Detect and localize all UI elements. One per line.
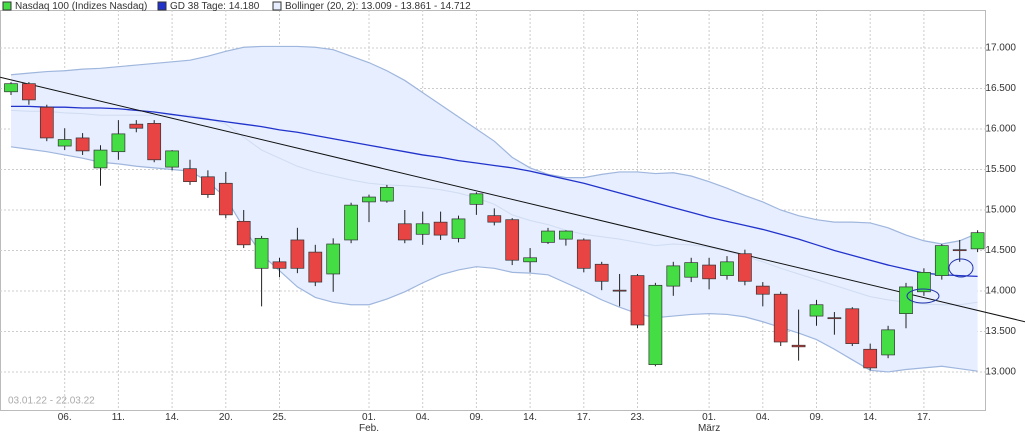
- candle-body: [380, 186, 394, 202]
- candle-body: [559, 230, 573, 240]
- candle-body: [326, 243, 341, 275]
- candle-body: [863, 348, 878, 369]
- x-tick-label: 20.: [218, 412, 233, 423]
- candle-body: [93, 149, 108, 169]
- x-tick-label: 06.: [57, 412, 72, 423]
- candle-body: [236, 220, 251, 246]
- candle-body: [612, 289, 627, 292]
- y-tick-label: 15.500: [985, 164, 1016, 175]
- candle-body: [165, 150, 179, 168]
- x-tick-label: 04.: [415, 412, 430, 423]
- candle-body: [487, 215, 502, 223]
- candle-body: [201, 176, 215, 195]
- bollinger-middle: [10, 109, 978, 306]
- y-tick-label: 17.000: [985, 43, 1016, 54]
- x-tick-label: 17.: [576, 412, 591, 423]
- bollinger-upper: [10, 45, 978, 245]
- x-tick-label: 25.: [272, 412, 287, 423]
- candle-body: [576, 239, 591, 269]
- candle-body: [845, 308, 860, 344]
- candle-body: [57, 139, 72, 147]
- candle-body: [505, 219, 520, 261]
- candle-body: [934, 245, 949, 276]
- candle-body: [881, 329, 895, 356]
- candle-body: [4, 83, 18, 93]
- x-tick-label: 09.: [809, 412, 824, 423]
- legend-swatch: [157, 1, 167, 11]
- candle-body: [344, 204, 358, 241]
- candle-body: [917, 271, 931, 293]
- candle-body: [39, 106, 54, 139]
- x-tick-label: 01. Feb.: [358, 412, 379, 434]
- y-tick-label: 14.500: [985, 245, 1016, 256]
- candle-body: [308, 251, 323, 283]
- y-tick-label: 13.500: [985, 326, 1016, 337]
- x-tick-label: 04.: [755, 412, 770, 423]
- candle-body: [254, 237, 269, 269]
- candle-body: [75, 137, 90, 152]
- moving-average: [11, 105, 978, 278]
- candle-body: [541, 230, 555, 243]
- x-tick-label: 23.: [630, 412, 645, 423]
- candle-body: [433, 221, 448, 236]
- candle-body: [594, 263, 609, 282]
- candle-body: [147, 123, 162, 161]
- candle-body: [290, 239, 305, 269]
- candle-body: [397, 223, 412, 241]
- x-tick-label: 14.: [863, 412, 878, 423]
- x-tick-label: 17.: [916, 412, 931, 423]
- candle-body: [183, 168, 197, 183]
- legend-swatch: [272, 1, 282, 11]
- candle-body: [684, 262, 699, 278]
- candle-body: [755, 285, 770, 295]
- candle-body: [648, 284, 663, 366]
- x-tick-label: 09.: [469, 412, 484, 423]
- candle-body: [272, 261, 287, 269]
- x-tick-label: 14.: [523, 412, 538, 423]
- legend-label: GD 38 Tage: 14.180: [170, 1, 260, 12]
- y-tick-label: 13.000: [985, 367, 1016, 378]
- candle-body: [720, 261, 734, 276]
- candle-body: [773, 293, 788, 343]
- y-tick-label: 14.000: [985, 286, 1016, 297]
- candle-body: [111, 133, 126, 153]
- candle-body: [523, 257, 537, 263]
- highlight-ellipse: [948, 258, 974, 278]
- candle-body: [469, 193, 484, 205]
- candle-body: [666, 265, 681, 287]
- x-tick-label: 14.: [165, 412, 180, 423]
- candle-body: [362, 196, 376, 203]
- candle-body: [738, 253, 752, 282]
- candle-body: [630, 275, 645, 326]
- date-range: 03.01.22 - 22.03.22: [8, 396, 95, 407]
- candle-body: [809, 304, 824, 317]
- legend-swatch: [2, 1, 12, 11]
- candle-body: [791, 344, 806, 348]
- legend-label: Nasdaq 100 (Indizes Nasdaq): [15, 1, 147, 12]
- candle-body: [952, 249, 967, 252]
- candle-body: [970, 232, 985, 250]
- candle-body: [415, 223, 430, 235]
- candle-body: [702, 264, 716, 280]
- candle-body: [827, 317, 842, 320]
- x-tick-label: 01. März: [697, 412, 721, 434]
- candle-body: [218, 182, 233, 216]
- y-tick-label: 15.000: [985, 205, 1016, 216]
- highlight-ellipse: [906, 288, 940, 304]
- candle-body: [129, 123, 144, 129]
- x-tick-label: 11.: [111, 412, 125, 423]
- legend-label: Bollinger (20, 2): 13.009 - 13.861 - 14.…: [285, 1, 471, 12]
- candle-body: [899, 286, 913, 314]
- trendline: [0, 76, 1025, 323]
- candle-body: [22, 83, 36, 101]
- y-tick-label: 16.500: [985, 83, 1016, 94]
- plot: [0, 10, 1025, 410]
- y-tick-label: 16.000: [985, 124, 1016, 135]
- candle-body: [451, 218, 466, 239]
